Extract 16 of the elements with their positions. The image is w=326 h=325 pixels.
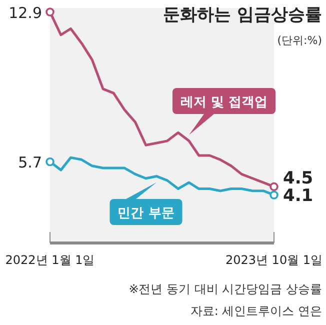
data-label: 4.1 <box>283 186 314 206</box>
point <box>46 157 54 166</box>
data-label: 5.7 <box>18 154 42 172</box>
x-tick-label: 2022년 1월 1일 <box>5 253 95 267</box>
text: 자료: 세인트루이스 연은 <box>190 304 322 318</box>
point <box>46 8 54 16</box>
x-tick-label: 2023년 10월 1일 <box>225 253 323 267</box>
data-label: 12.9 <box>8 4 42 22</box>
point <box>270 182 278 192</box>
point <box>270 190 278 200</box>
legend-label: 민간 부문 <box>118 206 174 221</box>
series-label: 레저 및 접객업 <box>180 95 268 110</box>
text: (단위:%) <box>277 34 322 47</box>
text: ※전년 동기 대비 시간당임금 상승률 <box>128 282 322 296</box>
chart-title: 둔화하는 임금상승률 <box>163 5 322 25</box>
data-label: 4.5 <box>283 168 314 189</box>
